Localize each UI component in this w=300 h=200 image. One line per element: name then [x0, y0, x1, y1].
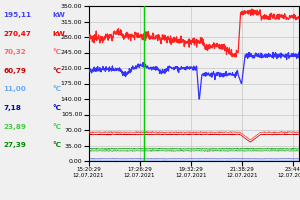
- Text: 70,32: 70,32: [3, 49, 26, 55]
- Text: °C: °C: [52, 105, 62, 111]
- Text: °C: °C: [52, 49, 62, 55]
- Text: °C: °C: [52, 124, 62, 130]
- Text: 270,47: 270,47: [3, 31, 31, 37]
- Text: °C: °C: [52, 142, 62, 148]
- Text: 60,79: 60,79: [3, 68, 26, 74]
- Text: kW: kW: [52, 12, 65, 18]
- Text: 11,00: 11,00: [3, 86, 26, 92]
- Text: 7,18: 7,18: [3, 105, 21, 111]
- Text: 195,11: 195,11: [3, 12, 31, 18]
- Text: 27,39: 27,39: [3, 142, 26, 148]
- Text: 23,89: 23,89: [3, 124, 26, 130]
- Text: °C: °C: [52, 68, 62, 74]
- Text: kW: kW: [52, 31, 65, 37]
- Text: °C: °C: [52, 86, 62, 92]
